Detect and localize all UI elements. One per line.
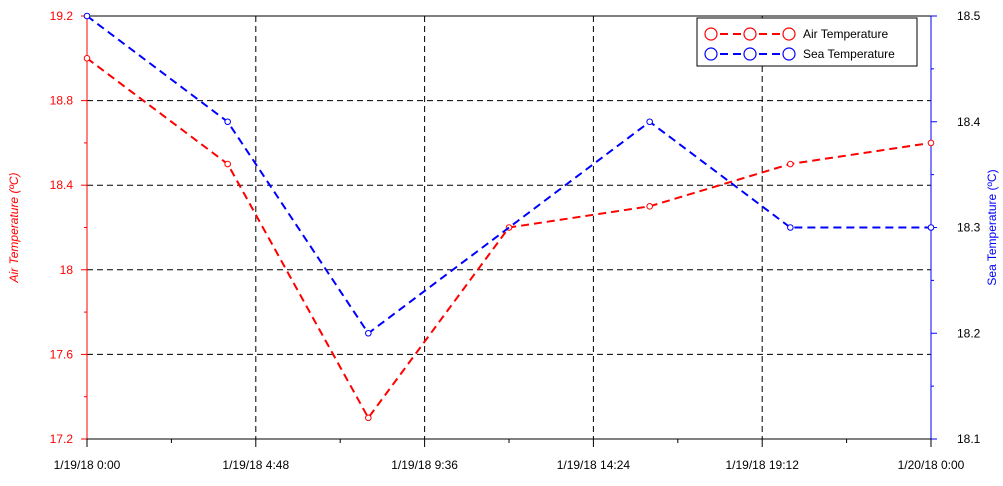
data-point [83, 12, 91, 20]
left-axis-title: Air Temperature (ºC) [7, 173, 21, 284]
x-axis: 1/19/18 0:00 1/19/18 4:48 1/19/18 9:36 1/19… [54, 15, 965, 472]
data-point [646, 118, 653, 126]
data-point [787, 224, 794, 231]
left-tick-label: 18.4 [50, 178, 74, 192]
x-tick-label: 1/19/18 19:12 [725, 458, 799, 472]
legend-box [696, 17, 918, 67]
grid [87, 16, 931, 439]
data-point [365, 329, 372, 337]
x-tick-label: 1/19/18 14:24 [557, 458, 631, 472]
legend: Air Temperature Sea Temperature [696, 17, 918, 67]
legend-label: Sea Temperature [803, 47, 895, 61]
left-tick-label: 18 [60, 263, 74, 277]
left-tick-label: 17.2 [50, 432, 74, 446]
x-tick-label: 1/19/18 9:36 [391, 458, 458, 472]
series-line-2 [86, 15, 931, 335]
legend-marker [743, 47, 757, 61]
legend-label: Air Temperature [803, 27, 888, 41]
right-tick-label: 18.1 [957, 432, 981, 446]
data-point [224, 118, 231, 126]
right-y-axis: 18.1 18.2 18.3 18.4 18.5 [930, 9, 981, 446]
right-tick-label: 18.2 [957, 326, 981, 340]
series-layer [83, 12, 935, 422]
left-y-axis: 17.2 17.6 18 18.4 18.8 19.2 [50, 9, 88, 446]
legend-marker [743, 27, 757, 41]
data-point [787, 160, 794, 168]
legend-marker [782, 47, 796, 61]
legend-marker [704, 27, 718, 41]
x-tick-label: 1/19/18 0:00 [54, 458, 121, 472]
left-tick-label: 18.8 [50, 94, 74, 108]
right-tick-label: 18.4 [957, 115, 981, 129]
x-tick-label: 1/19/18 4:48 [222, 458, 289, 472]
right-tick-label: 18.5 [957, 9, 981, 23]
data-point [224, 160, 231, 168]
data-point [646, 203, 653, 210]
data-point [927, 224, 935, 231]
left-tick-label: 19.2 [50, 9, 74, 23]
legend-marker [782, 27, 796, 41]
data-point [365, 414, 372, 422]
data-point [83, 55, 91, 62]
legend-marker [704, 47, 718, 61]
right-tick-label: 18.3 [957, 221, 981, 235]
right-axis-title: Sea Temperature (ºC) [985, 169, 999, 285]
left-tick-label: 17.6 [50, 347, 74, 361]
x-tick-label: 1/20/18 0:00 [898, 458, 965, 472]
data-point [927, 139, 935, 147]
